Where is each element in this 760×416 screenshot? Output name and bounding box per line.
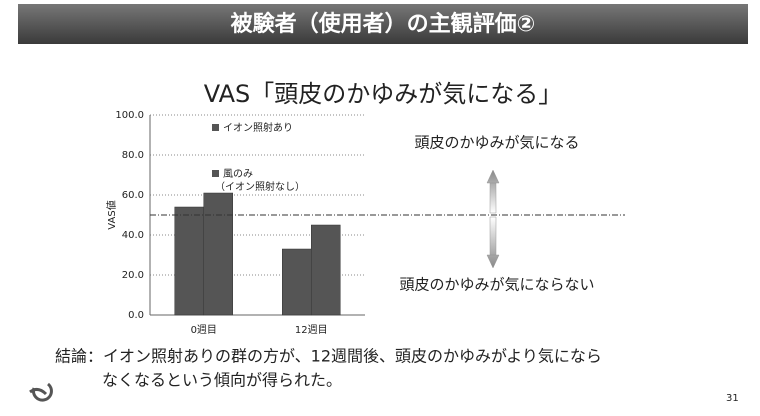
legend-label: イオン照射あり xyxy=(223,122,293,134)
conclusion: なくなるという傾向が得られた。 xyxy=(102,371,342,390)
page-number: 31 xyxy=(726,393,739,404)
logo xyxy=(29,382,53,402)
y-axis-label: VAS値 xyxy=(105,200,118,229)
conclusion: 結論：イオン照射ありの群の方が、12週間後、頭皮のかゆみがより気になら xyxy=(55,347,602,366)
up-arrow xyxy=(486,169,500,214)
bar xyxy=(174,206,204,316)
y-tick-label: 0.0 xyxy=(128,310,144,321)
y-tick-label: 20.0 xyxy=(122,270,144,281)
y-tick-label: 80.0 xyxy=(122,150,144,161)
y-tick-label: 100.0 xyxy=(115,110,144,121)
slide-title: 被験者（使用者）の主観評価② xyxy=(231,11,536,37)
header-bar xyxy=(18,4,748,44)
chart-title: VAS「頭皮のかゆみが気になる」 xyxy=(204,80,563,108)
down-arrow xyxy=(486,216,500,269)
bar xyxy=(311,224,341,316)
x-tick-label: 12週目 xyxy=(295,324,328,336)
annotation: 頭皮のかゆみが気になる xyxy=(414,134,579,152)
bar xyxy=(282,248,312,316)
annotation: 頭皮のかゆみが気にならない xyxy=(399,276,594,294)
x-tick-label: 0週目 xyxy=(191,324,217,336)
legend-label: 風のみ（イオン照射なし） xyxy=(215,168,305,193)
legend-swatch xyxy=(212,170,219,177)
bar xyxy=(203,192,233,316)
y-tick-label: 60.0 xyxy=(122,190,144,201)
y-tick-label: 40.0 xyxy=(122,230,144,241)
legend-swatch xyxy=(212,124,219,131)
